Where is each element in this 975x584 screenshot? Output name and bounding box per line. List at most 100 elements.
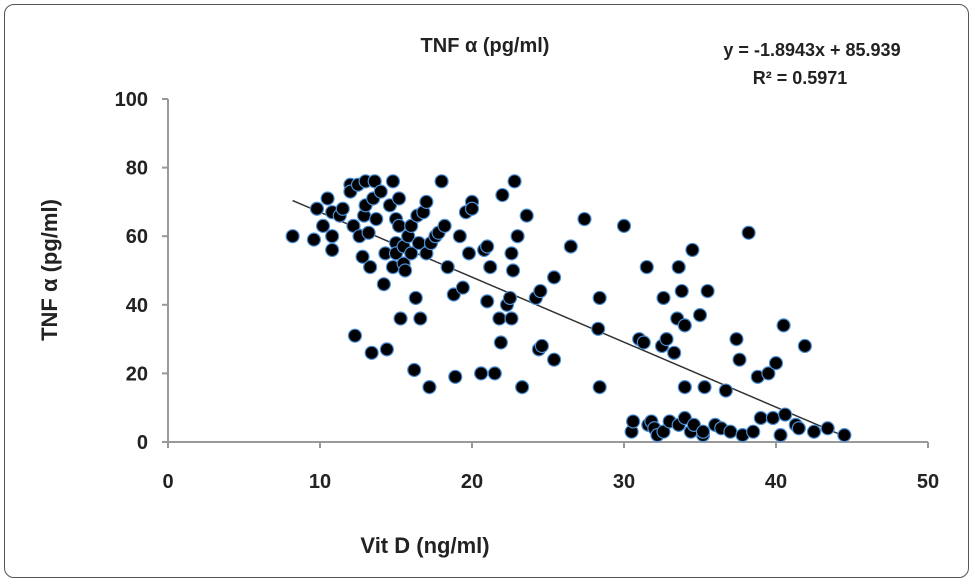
data-point xyxy=(502,290,518,306)
data-point xyxy=(626,414,641,429)
data-point xyxy=(776,318,791,333)
data-point xyxy=(373,184,388,199)
data-point xyxy=(515,380,530,395)
x-tick-label: 50 xyxy=(917,471,939,493)
data-point xyxy=(791,421,806,436)
data-point xyxy=(480,239,495,254)
x-tick-label: 10 xyxy=(309,471,331,493)
data-point xyxy=(546,352,562,367)
data-point xyxy=(325,242,340,258)
data-point xyxy=(309,201,325,216)
trendline-equation: y = -1.8943x + 85.939 xyxy=(723,40,900,60)
data-point xyxy=(778,407,793,422)
data-point xyxy=(592,290,607,306)
data-point xyxy=(483,259,498,275)
trendline xyxy=(292,199,845,438)
data-point xyxy=(464,201,480,216)
data-point xyxy=(452,229,467,244)
y-tick-label: 60 xyxy=(126,226,148,248)
x-tick-label: 30 xyxy=(613,471,635,493)
data-point xyxy=(361,225,376,240)
data-point xyxy=(563,239,578,254)
data-point xyxy=(806,424,822,439)
data-point xyxy=(419,194,434,209)
data-point xyxy=(437,218,452,234)
data-point xyxy=(697,380,712,395)
data-point xyxy=(671,259,686,275)
data-point xyxy=(507,174,522,189)
data-point xyxy=(325,229,340,244)
data-point xyxy=(440,259,455,275)
data-point xyxy=(746,424,761,439)
data-point xyxy=(320,191,335,206)
data-point xyxy=(685,242,700,258)
data-point xyxy=(510,229,525,244)
data-point xyxy=(519,208,534,223)
data-point xyxy=(404,246,419,261)
data-point xyxy=(761,366,776,381)
data-point xyxy=(592,380,607,395)
data-point xyxy=(505,263,521,278)
x-tick-label: 0 xyxy=(162,471,173,493)
data-point xyxy=(363,259,378,275)
data-point xyxy=(385,174,401,189)
data-point xyxy=(285,229,300,244)
data-point xyxy=(367,174,382,189)
data-point xyxy=(639,259,654,275)
data-point xyxy=(379,342,394,357)
data-point xyxy=(407,362,422,378)
data-point xyxy=(656,424,671,439)
data-point xyxy=(692,307,708,323)
data-point xyxy=(487,366,502,381)
chart-title: TNF α (pg/ml) xyxy=(421,35,550,57)
data-point xyxy=(837,428,852,443)
data-point xyxy=(768,356,784,371)
data-point xyxy=(408,290,423,306)
chart-border xyxy=(4,4,969,578)
data-point xyxy=(636,335,651,350)
data-point xyxy=(404,218,419,234)
data-point xyxy=(364,345,379,360)
data-point xyxy=(398,263,413,278)
data-point xyxy=(492,311,507,326)
data-point xyxy=(723,424,738,439)
data-point xyxy=(504,246,519,261)
data-point xyxy=(732,352,747,367)
data-point xyxy=(391,191,407,206)
data-point xyxy=(434,174,449,189)
data-point xyxy=(376,277,391,292)
x-axis-label: Vit D (ng/ml) xyxy=(360,533,489,558)
data-point xyxy=(474,366,489,381)
data-point xyxy=(591,321,606,336)
y-tick-label: 20 xyxy=(126,363,148,385)
data-point xyxy=(493,335,508,350)
data-point xyxy=(616,218,632,234)
r-squared: R² = 0.5971 xyxy=(753,68,848,88)
data-point xyxy=(659,332,674,347)
data-point xyxy=(533,283,548,299)
data-point xyxy=(422,380,437,395)
data-point xyxy=(765,410,781,426)
data-point xyxy=(393,311,408,326)
data-point xyxy=(753,410,768,426)
data-point xyxy=(677,380,692,395)
data-point xyxy=(448,369,463,384)
x-tick-label: 20 xyxy=(461,471,483,493)
data-point xyxy=(741,225,756,240)
data-point xyxy=(674,283,689,299)
data-point xyxy=(413,311,428,326)
data-point xyxy=(315,218,331,234)
x-tick-label: 40 xyxy=(765,471,787,493)
data-point xyxy=(461,246,477,261)
data-point xyxy=(346,218,361,234)
data-point xyxy=(455,280,470,295)
data-point xyxy=(700,283,715,299)
data-point xyxy=(667,345,682,360)
data-point xyxy=(718,383,733,398)
data-point xyxy=(729,332,744,347)
data-point xyxy=(480,294,495,309)
data-point xyxy=(820,421,835,436)
data-point xyxy=(504,311,519,326)
data-point xyxy=(677,318,692,333)
